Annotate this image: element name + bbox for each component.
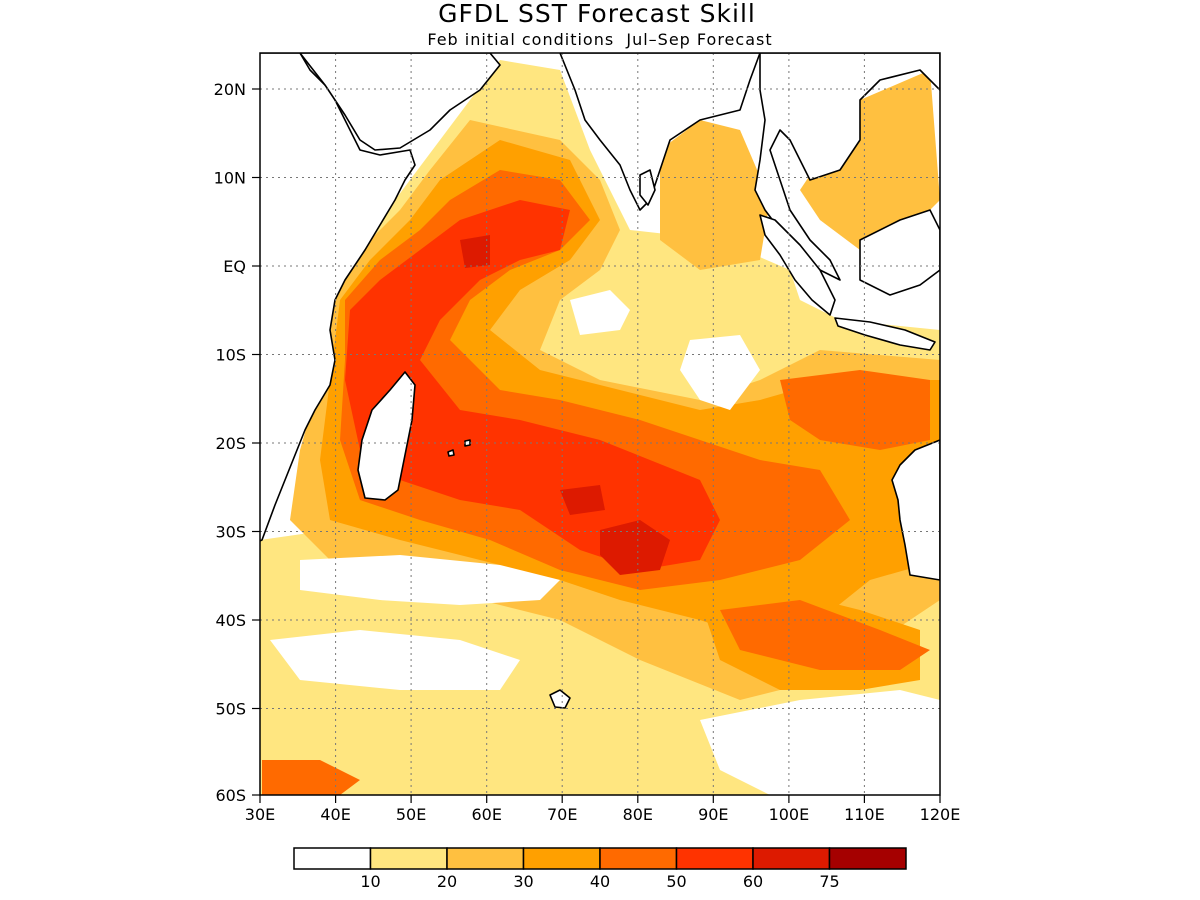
low-skill-south-west xyxy=(270,630,520,690)
colorbar-swatch xyxy=(522,847,601,870)
y-tick-label: 30S xyxy=(215,523,246,542)
colorbar-swatch xyxy=(599,847,678,870)
y-tick-label: 40S xyxy=(215,611,246,630)
java-coast xyxy=(834,317,936,351)
low-skill-equatorial xyxy=(570,290,630,335)
x-axis-labels: 30E 40E 50E 60E 70E 80E 90E 100E 110E 12… xyxy=(245,805,961,824)
kerguelen-coast xyxy=(549,689,571,709)
colorbar-swatch xyxy=(293,847,372,870)
axis-ticks xyxy=(252,88,941,803)
skill-region-20-30-scs xyxy=(800,70,940,250)
map-gridlines xyxy=(260,53,940,795)
borneo-coast xyxy=(859,209,940,296)
y-tick-label: 50S xyxy=(215,700,246,719)
map-frame xyxy=(259,52,941,796)
sri-lanka-coast xyxy=(639,169,656,206)
y-tick-label: 20N xyxy=(214,80,246,99)
colorbar: 10 20 30 40 50 60 75 xyxy=(293,847,907,891)
low-skill-southern-belt xyxy=(300,555,560,605)
colorbar-level-label: 40 xyxy=(590,872,610,891)
low-skill-south-east xyxy=(700,690,940,795)
colorbar-swatch xyxy=(446,847,525,870)
y-tick-label: 10S xyxy=(215,346,246,365)
x-tick-label: 30E xyxy=(245,805,275,824)
colorbar-swatch xyxy=(369,847,448,870)
australia-coast xyxy=(891,439,940,581)
colorbar-level-label: 10 xyxy=(360,872,380,891)
x-tick-label: 40E xyxy=(320,805,350,824)
x-tick-label: 60E xyxy=(471,805,501,824)
y-tick-label: 20S xyxy=(215,434,246,453)
skill-region-60-75-b xyxy=(460,235,490,268)
skill-region-60-75-c xyxy=(560,485,605,515)
x-tick-label: 70E xyxy=(547,805,577,824)
y-tick-label: 60S xyxy=(215,786,246,805)
figure-title: GFDL SST Forecast Skill xyxy=(438,0,756,28)
skill-region-60-75 xyxy=(600,520,670,575)
y-axis-labels: 20N 10N EQ 10S 20S 30S 40S 50S 60S xyxy=(214,80,246,805)
map-panel xyxy=(260,53,940,795)
mascarene-islands xyxy=(447,439,471,457)
colorbar-swatch xyxy=(752,847,831,870)
colorbar-level-label: 30 xyxy=(513,872,533,891)
y-tick-label: 10N xyxy=(214,169,246,188)
madagascar-coast xyxy=(357,371,416,501)
africa-coast xyxy=(260,53,416,542)
low-skill-east-eq xyxy=(680,335,760,410)
skill-field xyxy=(260,60,940,795)
colorbar-level-label: 75 xyxy=(819,872,839,891)
colorbar-swatch xyxy=(675,847,754,870)
skill-region-20-30-bay xyxy=(660,120,770,270)
skill-region-50-60 xyxy=(345,200,720,570)
y-tick-label: EQ xyxy=(223,257,246,276)
skill-region-40-50-east xyxy=(780,370,930,450)
arabia-coast xyxy=(299,53,501,151)
x-tick-label: 110E xyxy=(844,805,885,824)
x-tick-label: 80E xyxy=(623,805,653,824)
figure-subtitle: Feb initial conditions Jul–Sep Forecast xyxy=(427,30,772,49)
x-tick-label: 100E xyxy=(769,805,810,824)
x-tick-label: 50E xyxy=(396,805,426,824)
colorbar-level-label: 50 xyxy=(666,872,686,891)
colorbar-swatch xyxy=(828,847,907,870)
sumatra-coast xyxy=(759,214,836,316)
coastlines xyxy=(260,53,940,709)
skill-region-40-50-south xyxy=(720,600,930,670)
southeast-asia-coast xyxy=(754,53,940,281)
colorbar-level-label: 60 xyxy=(743,872,763,891)
x-tick-label: 90E xyxy=(698,805,728,824)
x-tick-label: 120E xyxy=(920,805,961,824)
colorbar-level-label: 20 xyxy=(437,872,457,891)
